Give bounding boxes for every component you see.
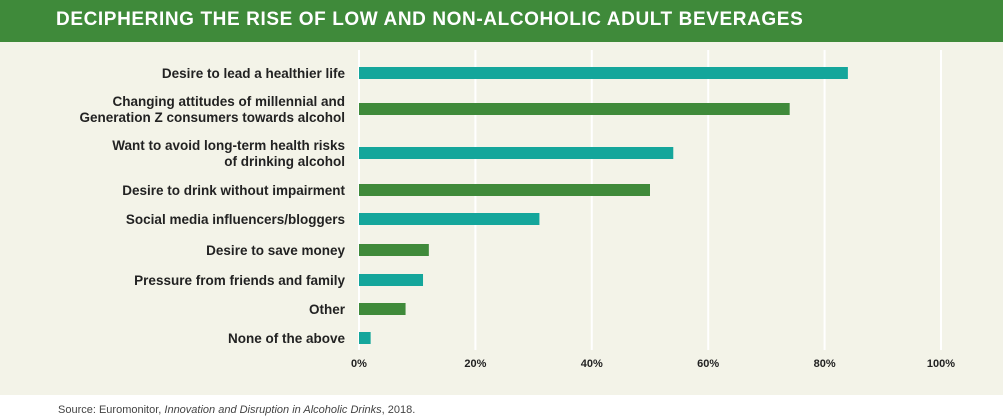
bar <box>359 147 674 159</box>
x-tick-label: 100% <box>927 358 955 370</box>
source-prefix: Source: Euromonitor, <box>58 404 165 416</box>
category-labels: Desire to lead a healthier life Changing … <box>79 66 345 346</box>
bar <box>359 184 650 196</box>
gridlines <box>358 50 942 350</box>
x-axis-ticks: 0% 20% 40% 60% 80% 100% <box>351 358 955 370</box>
x-tick-label: 20% <box>464 358 486 370</box>
bar <box>359 274 424 286</box>
bar <box>359 244 429 256</box>
x-tick-label: 80% <box>814 358 836 370</box>
category-label: None of the above <box>228 331 346 346</box>
bar <box>359 213 540 225</box>
chart-title: DECIPHERING THE RISE OF LOW AND NON-ALCO… <box>56 9 804 30</box>
category-label: of drinking alcohol <box>224 154 345 169</box>
category-label: Want to avoid long-term health risks <box>112 138 345 153</box>
category-label: Social media influencers/bloggers <box>126 212 345 227</box>
bars <box>359 67 848 344</box>
bar <box>359 67 848 79</box>
category-label: Desire to save money <box>206 243 345 258</box>
x-tick-label: 60% <box>697 358 719 370</box>
header-banner: DECIPHERING THE RISE OF LOW AND NON-ALCO… <box>0 0 1003 42</box>
bar <box>359 303 406 315</box>
category-label: Desire to drink without impairment <box>122 183 345 198</box>
source-note: Source: Euromonitor, Innovation and Disr… <box>58 404 415 416</box>
bar <box>359 103 790 115</box>
footer <box>0 395 1003 419</box>
category-label: Generation Z consumers towards alcohol <box>79 110 345 125</box>
category-label: Desire to lead a healthier life <box>162 66 346 81</box>
x-tick-label: 0% <box>351 358 367 370</box>
category-label: Other <box>309 302 346 317</box>
source-suffix: , 2018. <box>381 404 416 416</box>
x-tick-label: 40% <box>581 358 603 370</box>
category-label: Pressure from friends and family <box>134 273 345 288</box>
source-title: Innovation and Disruption in Alcoholic D… <box>164 404 382 416</box>
category-label: Changing attitudes of millennial and <box>112 94 345 109</box>
bar <box>359 332 371 344</box>
